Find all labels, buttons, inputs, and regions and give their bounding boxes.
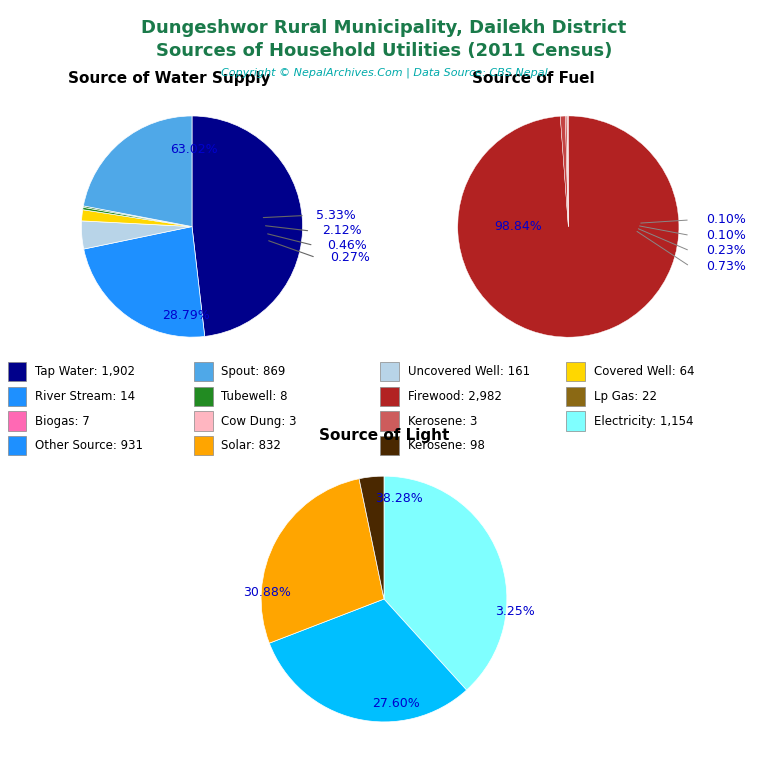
Wedge shape bbox=[561, 116, 568, 227]
Text: 30.88%: 30.88% bbox=[243, 587, 291, 599]
Wedge shape bbox=[458, 116, 679, 337]
Wedge shape bbox=[565, 116, 568, 227]
Text: Biogas: 7: Biogas: 7 bbox=[35, 415, 90, 428]
Text: Firewood: 2,982: Firewood: 2,982 bbox=[408, 390, 502, 402]
Text: 0.73%: 0.73% bbox=[707, 260, 746, 273]
Text: 0.46%: 0.46% bbox=[327, 239, 366, 252]
Bar bbox=[194, 386, 213, 406]
Bar bbox=[8, 362, 26, 381]
Text: Kerosene: 98: Kerosene: 98 bbox=[408, 439, 485, 452]
Text: 0.10%: 0.10% bbox=[707, 229, 746, 242]
Wedge shape bbox=[84, 116, 192, 227]
Wedge shape bbox=[81, 221, 192, 249]
Text: Tap Water: 1,902: Tap Water: 1,902 bbox=[35, 365, 135, 378]
Wedge shape bbox=[192, 116, 303, 336]
Text: 5.33%: 5.33% bbox=[316, 209, 356, 222]
Bar bbox=[380, 436, 399, 455]
Text: 63.02%: 63.02% bbox=[170, 143, 218, 156]
Text: Lp Gas: 22: Lp Gas: 22 bbox=[594, 390, 657, 402]
Wedge shape bbox=[270, 599, 466, 722]
Text: 0.23%: 0.23% bbox=[707, 244, 746, 257]
Bar bbox=[380, 412, 399, 431]
Text: 27.60%: 27.60% bbox=[372, 697, 420, 710]
Bar bbox=[8, 412, 26, 431]
Wedge shape bbox=[84, 227, 205, 337]
Bar bbox=[194, 412, 213, 431]
Wedge shape bbox=[81, 210, 192, 227]
Text: Source of Water Supply: Source of Water Supply bbox=[68, 71, 270, 86]
Text: Cow Dung: 3: Cow Dung: 3 bbox=[221, 415, 297, 428]
Text: Copyright © NepalArchives.Com | Data Source: CBS Nepal: Copyright © NepalArchives.Com | Data Sou… bbox=[220, 68, 548, 78]
Text: Kerosene: 3: Kerosene: 3 bbox=[408, 415, 477, 428]
Text: Dungeshwor Rural Municipality, Dailekh District: Dungeshwor Rural Municipality, Dailekh D… bbox=[141, 19, 627, 37]
Text: Electricity: 1,154: Electricity: 1,154 bbox=[594, 415, 694, 428]
Text: 2.12%: 2.12% bbox=[323, 224, 362, 237]
Wedge shape bbox=[83, 206, 192, 227]
Text: 28.79%: 28.79% bbox=[163, 309, 210, 322]
Bar bbox=[194, 436, 213, 455]
Text: 98.84%: 98.84% bbox=[495, 220, 542, 233]
Bar bbox=[8, 386, 26, 406]
Bar bbox=[380, 362, 399, 381]
Wedge shape bbox=[83, 207, 192, 227]
Wedge shape bbox=[567, 116, 568, 227]
Wedge shape bbox=[261, 478, 384, 643]
Text: Covered Well: 64: Covered Well: 64 bbox=[594, 365, 694, 378]
Wedge shape bbox=[359, 476, 384, 599]
Bar bbox=[566, 362, 585, 381]
Bar bbox=[194, 362, 213, 381]
Text: Sources of Household Utilities (2011 Census): Sources of Household Utilities (2011 Cen… bbox=[156, 42, 612, 60]
Bar bbox=[566, 412, 585, 431]
Text: 3.25%: 3.25% bbox=[495, 605, 535, 617]
Bar bbox=[8, 436, 26, 455]
Text: 0.27%: 0.27% bbox=[330, 251, 370, 264]
Wedge shape bbox=[384, 476, 507, 690]
Text: Other Source: 931: Other Source: 931 bbox=[35, 439, 144, 452]
Text: Uncovered Well: 161: Uncovered Well: 161 bbox=[408, 365, 530, 378]
Text: Source of Fuel: Source of Fuel bbox=[472, 71, 594, 86]
Text: Tubewell: 8: Tubewell: 8 bbox=[221, 390, 288, 402]
Text: Spout: 869: Spout: 869 bbox=[221, 365, 286, 378]
Title: Source of Light: Source of Light bbox=[319, 428, 449, 443]
Text: 38.28%: 38.28% bbox=[375, 492, 422, 505]
Text: Solar: 832: Solar: 832 bbox=[221, 439, 281, 452]
Bar bbox=[380, 386, 399, 406]
Text: 0.10%: 0.10% bbox=[707, 214, 746, 227]
Bar bbox=[566, 386, 585, 406]
Text: River Stream: 14: River Stream: 14 bbox=[35, 390, 135, 402]
